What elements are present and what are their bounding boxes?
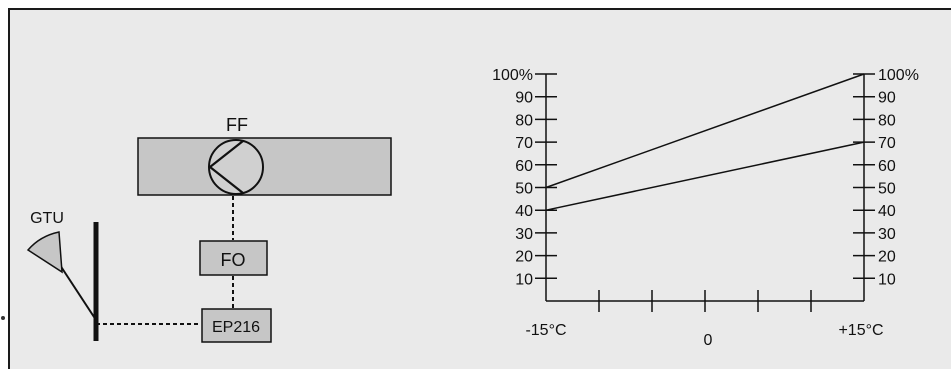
- x-tick-label-zero: 0: [704, 332, 713, 349]
- y-tick-label-left: 60: [515, 158, 533, 175]
- fan-icon: [208, 139, 264, 195]
- chart: 100% 100% 90 90 80 80 70 70 60 60 50 50 40 40 30 30 20 20…: [492, 67, 919, 349]
- sensor-arm: [57, 261, 97, 321]
- y-tick-label-left: 80: [515, 112, 533, 129]
- y-tick-label-left: 40: [515, 203, 533, 220]
- y-tick-label-right: 60: [878, 158, 896, 175]
- fo-label: FO: [221, 250, 246, 270]
- y-tick-label-left: 20: [515, 249, 533, 266]
- y-tick-label-right: 80: [878, 112, 896, 129]
- series-line-2: [545, 141, 865, 211]
- x-tick-label-max: +15°C: [838, 322, 883, 339]
- y-tick-label-right: 30: [878, 226, 896, 243]
- sensor-icon: [26, 231, 63, 274]
- air-duct: [137, 137, 392, 196]
- fan-label: FF: [226, 115, 248, 135]
- y-tick-label-left: 30: [515, 226, 533, 243]
- ep216-label: EP216: [212, 319, 260, 336]
- y-tick-label-right: 10: [878, 271, 896, 288]
- y-tick-label-right: 100%: [878, 67, 919, 84]
- y-tick-label-right: 40: [878, 203, 896, 220]
- y-tick-label-right: 50: [878, 181, 896, 198]
- ep216-box: [201, 308, 272, 343]
- x-tick-label-min: -15°C: [525, 322, 566, 339]
- y-tick-label-left: 70: [515, 135, 533, 152]
- edge-marker: [1, 316, 5, 320]
- diagram-panel: FF FO EP216 GTU 100% 100% 90 90 80 80 70 7: [8, 8, 951, 369]
- y-tick-label-right: 90: [878, 90, 896, 107]
- fo-box: [199, 240, 268, 276]
- sensor-label: GTU: [30, 210, 64, 227]
- series-line-1: [545, 73, 865, 189]
- y-tick-label-left: 90: [515, 90, 533, 107]
- schematic: FF FO EP216 GTU: [26, 115, 392, 343]
- y-tick-label-right: 70: [878, 135, 896, 152]
- y-tick-label-left: 10: [515, 271, 533, 288]
- y-tick-label-left: 100%: [492, 67, 533, 84]
- y-tick-label-right: 20: [878, 249, 896, 266]
- y-tick-label-left: 50: [515, 181, 533, 198]
